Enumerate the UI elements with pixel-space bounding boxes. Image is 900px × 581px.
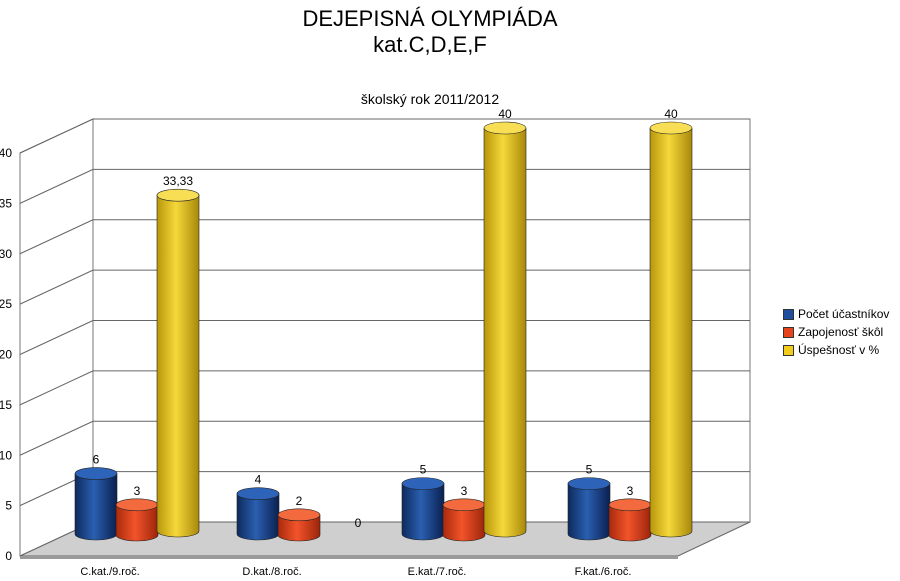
legend-swatch-icon [783,308,794,320]
legend-item: Úspešnosť v % [783,341,889,359]
bar [442,504,486,542]
bar-top [277,508,321,522]
bar [156,194,200,538]
gridline [19,420,94,456]
gridline [19,168,94,204]
bar-top [483,121,527,135]
x-tick-label: C.kat./9.roč. [80,566,139,578]
bar [401,483,445,541]
legend-swatch-icon [783,326,794,338]
bar [608,504,652,542]
y-tick-label: 0 [5,549,12,563]
data-label: 2 [296,494,303,508]
floor-edge [20,556,678,559]
data-label: 40 [664,107,678,121]
y-tick-label: 30 [0,247,12,261]
legend-item: Zapojenosť škôl [783,323,889,341]
bar-top [442,498,486,512]
data-label: 33,33 [163,174,193,188]
legend-label: Počet účastníkov [798,307,890,321]
data-label: 3 [461,484,468,498]
bar-top [608,498,652,512]
bar-top [649,121,693,135]
gridline [19,219,94,255]
bar [567,483,611,541]
data-label: 5 [586,463,593,477]
gridline [19,269,94,305]
y-tick-label: 40 [0,146,12,160]
bar-top [567,477,611,490]
y-tick-label: 5 [5,499,12,513]
chart-subtitle: školský rok 2011/2012 [360,91,500,107]
data-label: 3 [627,484,634,498]
y-tick-label: 25 [0,297,12,311]
data-label: 3 [134,484,141,498]
y-tick-label: 10 [0,448,12,462]
legend-label: Zapojenosť škôl [798,325,884,339]
legend-swatch-icon [783,344,794,356]
data-label: 4 [255,473,262,487]
bar-top [115,498,159,512]
bar-top [236,487,280,501]
data-label: 5 [420,463,427,477]
gridline [19,370,94,406]
gridline [19,320,94,355]
chart-title-line2: kat.C,D,E,F [373,32,487,57]
legend-item: Počet účastníkov [783,305,889,323]
x-tick-label: D.kat./8.roč. [242,566,301,578]
data-label: 6 [93,453,100,467]
bar [649,127,693,538]
bar [236,493,280,541]
legend-label: Úspešnosť v % [798,343,880,357]
y-tick-label: 15 [0,398,12,412]
chart-legend: Počet účastníkov Zapojenosť škôl Úspešno… [783,305,889,359]
bar-top [156,188,200,202]
y-tick-label: 20 [0,348,12,362]
y-tick-label: 35 [0,196,12,210]
data-label: 0 [355,516,362,530]
bar [277,514,321,542]
bar-top [401,477,445,490]
bar [483,127,527,538]
chart-title-line1: DEJEPISNÁ OLYMPIÁDA [302,6,558,31]
x-tick-label: F.kat./6.roč. [575,566,632,578]
bar [74,473,118,541]
x-tick-label: E.kat./7.roč. [408,566,467,578]
gridline [19,118,94,154]
bar [115,504,159,542]
data-label: 40 [498,107,512,121]
bar-top [74,467,118,480]
